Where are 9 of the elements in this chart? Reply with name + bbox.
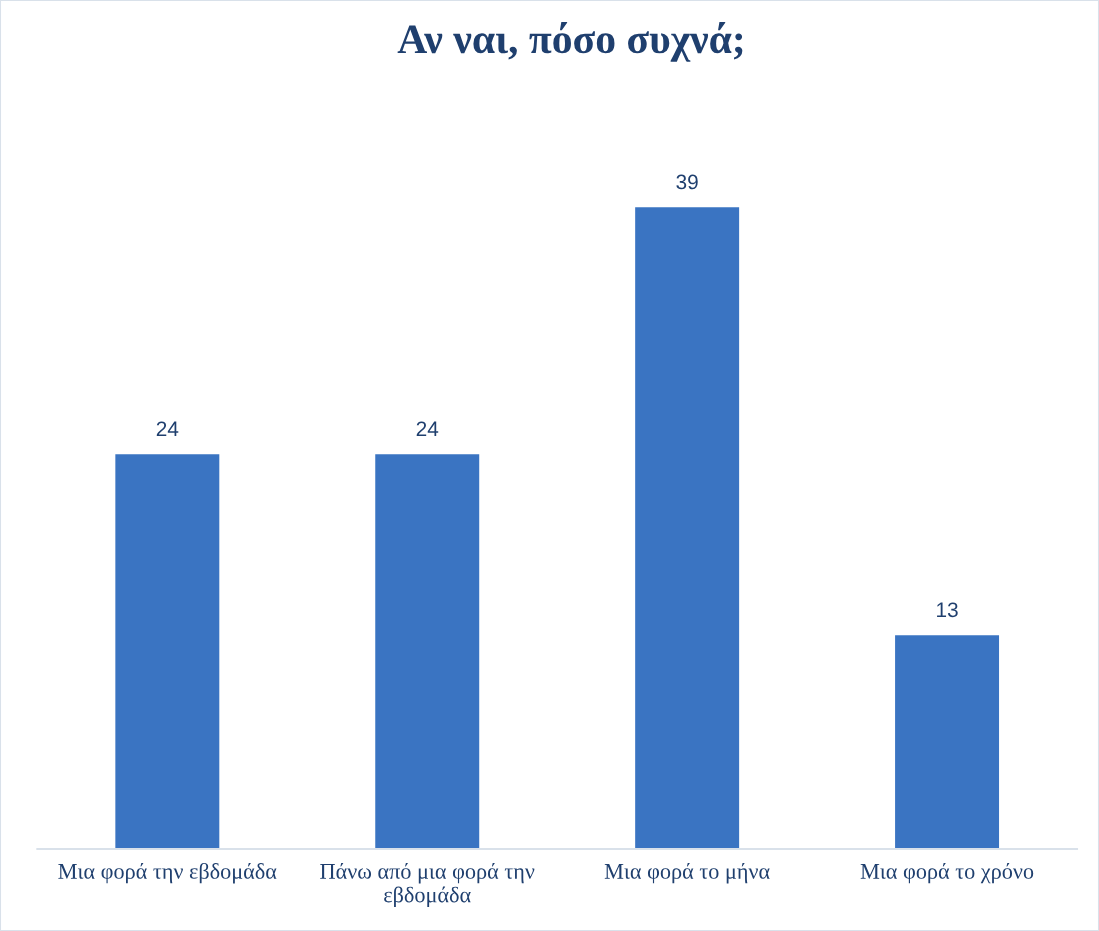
x-tick-label: Μια φορά το χρόνο: [860, 862, 1034, 884]
x-tick-label: Πάνω από μια φορά την εβδομάδα: [320, 862, 535, 907]
x-tick-label: Μια φορά την εβδομάδα: [58, 862, 277, 884]
data-label: 39: [676, 174, 698, 190]
data-label: 13: [937, 602, 958, 618]
x-tick-label: Μια φορά το μήνα: [604, 862, 770, 884]
chart-title: Αν ναι, πόσο συχνά;: [397, 21, 743, 62]
data-label: 24: [156, 421, 179, 436]
data-label: 24: [416, 421, 439, 436]
